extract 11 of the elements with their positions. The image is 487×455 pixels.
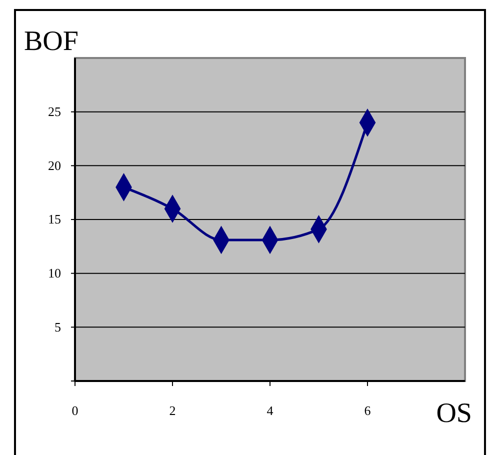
y-tick-label: 15 — [48, 212, 61, 227]
x-tick-label: 2 — [169, 403, 176, 418]
y-tick-label: 20 — [48, 158, 61, 173]
y-axis-title: BOF — [24, 26, 78, 57]
x-axis-title: OS — [436, 398, 472, 429]
y-tick-label: 10 — [48, 265, 61, 280]
y-tick-label: 25 — [48, 104, 61, 119]
y-tick-label: 5 — [54, 319, 61, 334]
x-tick-label: 4 — [266, 403, 274, 418]
x-tick-label: 0 — [72, 403, 78, 418]
x-tick-label: 6 — [364, 403, 372, 418]
